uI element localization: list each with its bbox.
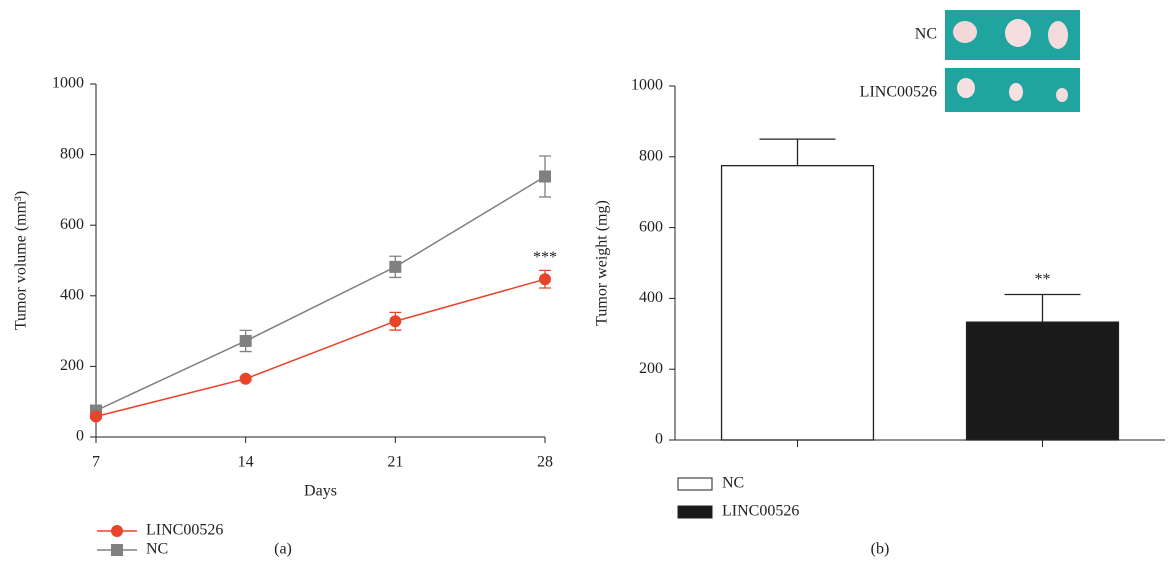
inset-label: NC: [915, 26, 937, 43]
legend-label: LINC00526: [146, 522, 223, 539]
x-tick-label: 14: [238, 454, 254, 471]
bar: [720, 164, 875, 441]
legend-swatch: [677, 505, 713, 519]
y-axis-label: Tumor volume (mm³): [13, 191, 30, 330]
legend-marker: [111, 544, 123, 556]
y-tick-label: 400: [639, 289, 663, 306]
y-tick-label: 0: [76, 428, 84, 445]
data-point: [239, 372, 252, 385]
panel-label: (b): [871, 541, 890, 558]
legend-label: NC: [722, 475, 744, 492]
x-axis-label: Days: [304, 483, 337, 500]
legend-marker: [111, 525, 123, 537]
series-line: [95, 175, 546, 412]
y-tick-label: 400: [60, 286, 84, 303]
inset-photo: [945, 10, 1080, 112]
y-tick-label: 1000: [52, 75, 84, 92]
inset-label: LINC00526: [860, 84, 937, 101]
x-tick-label: 7: [92, 454, 100, 471]
data-point: [389, 260, 402, 273]
bar: [965, 321, 1120, 441]
x-tick-label: 21: [387, 454, 403, 471]
panel-label: (a): [274, 541, 292, 558]
y-tick-label: 1000: [631, 77, 663, 94]
y-tick-label: 200: [60, 357, 84, 374]
y-tick-label: 0: [655, 431, 663, 448]
data-point: [90, 410, 102, 423]
y-tick-label: 800: [639, 147, 663, 164]
annotation: ***: [533, 249, 557, 266]
legend-label: LINC00526: [722, 503, 799, 520]
x-tick-label: 28: [537, 454, 553, 471]
series-line: [95, 278, 546, 418]
annotation: **: [1035, 271, 1051, 288]
data-point: [239, 334, 252, 347]
legend-label: NC: [146, 541, 168, 558]
y-axis-label: Tumor weight (mg): [594, 200, 611, 326]
data-point: [389, 315, 402, 328]
data-point: [539, 170, 551, 183]
data-point: [539, 273, 551, 286]
y-tick-label: 600: [639, 218, 663, 235]
y-tick-label: 800: [60, 145, 84, 162]
y-tick-label: 600: [60, 216, 84, 233]
error-bar: [759, 138, 836, 166]
error-bar: [1004, 293, 1081, 323]
legend-swatch: [677, 477, 713, 491]
y-tick-label: 200: [639, 360, 663, 377]
